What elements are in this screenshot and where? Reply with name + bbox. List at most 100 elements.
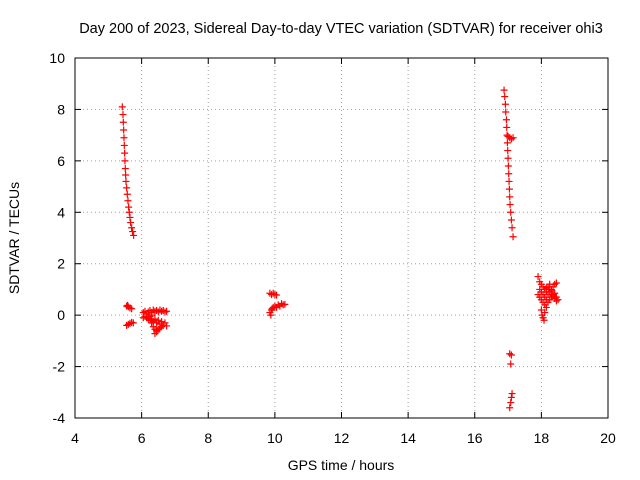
data-point	[505, 170, 513, 178]
data-point	[124, 303, 132, 311]
data-point	[509, 134, 517, 142]
data-point	[547, 287, 555, 295]
data-series-sdtvar	[118, 86, 562, 412]
data-point	[278, 300, 286, 308]
data-point	[554, 296, 562, 304]
x-axis-tick-labels: 4 6 8 10 12 14 16 18 20	[71, 430, 616, 446]
data-point	[268, 305, 276, 313]
data-point	[161, 319, 169, 327]
data-point	[552, 279, 560, 287]
y-tick-label: 8	[57, 101, 65, 117]
data-point	[281, 300, 289, 308]
data-point	[163, 307, 171, 315]
y-axis-label: SDTVAR / TECUs	[6, 182, 22, 294]
data-point	[122, 171, 130, 179]
data-point	[507, 360, 515, 368]
data-point	[504, 147, 512, 155]
data-point	[507, 399, 515, 407]
data-point	[546, 280, 554, 288]
data-point	[129, 319, 137, 327]
data-point	[121, 157, 129, 165]
data-point	[139, 314, 147, 322]
data-point	[540, 316, 548, 324]
data-point	[507, 216, 515, 224]
data-point	[505, 185, 513, 193]
data-point	[508, 224, 516, 232]
data-point	[507, 393, 515, 401]
data-point	[120, 126, 128, 134]
data-point	[542, 303, 550, 311]
data-point	[156, 324, 164, 332]
data-point	[125, 203, 133, 211]
data-point	[151, 307, 159, 315]
data-point	[123, 190, 131, 198]
data-point	[273, 291, 281, 299]
data-point	[159, 307, 167, 315]
data-point	[128, 224, 136, 232]
data-point	[163, 322, 171, 330]
data-point	[130, 231, 138, 239]
data-point	[267, 311, 275, 319]
data-point	[534, 273, 542, 281]
data-point	[123, 184, 131, 192]
data-point	[121, 165, 129, 173]
data-point	[506, 350, 514, 358]
data-point	[507, 351, 515, 359]
data-point	[505, 177, 513, 185]
x-tick-label: 16	[467, 430, 483, 446]
grid-lines	[75, 58, 608, 418]
data-point	[129, 228, 137, 236]
data-point	[118, 103, 126, 111]
data-point	[506, 404, 514, 412]
axis-ticks	[74, 57, 609, 419]
data-point	[506, 193, 514, 201]
x-tick-label: 4	[71, 430, 79, 446]
data-point	[506, 201, 514, 209]
data-point	[501, 100, 509, 108]
x-tick-label: 20	[600, 430, 616, 446]
data-point	[161, 308, 169, 316]
x-tick-label: 12	[334, 430, 350, 446]
data-point	[122, 177, 130, 185]
y-tick-label: 10	[49, 50, 65, 66]
x-tick-label: 14	[400, 430, 416, 446]
data-point	[542, 284, 550, 292]
data-point	[121, 149, 129, 157]
data-point	[501, 93, 509, 101]
data-point	[269, 289, 277, 297]
data-point	[120, 141, 128, 149]
x-tick-label: 10	[267, 430, 283, 446]
data-point	[154, 316, 162, 324]
data-point	[504, 162, 512, 170]
data-point	[502, 108, 510, 116]
data-point	[507, 208, 515, 216]
data-point	[503, 139, 511, 147]
x-tick-label: 18	[534, 430, 550, 446]
data-point	[128, 305, 136, 313]
x-axis-label: GPS time / hours	[288, 457, 395, 473]
y-tick-label: 0	[57, 307, 65, 323]
data-point	[124, 197, 132, 205]
data-point	[500, 86, 508, 94]
data-point	[126, 213, 134, 221]
data-point	[503, 123, 511, 131]
data-point	[502, 116, 510, 124]
data-point	[148, 319, 156, 327]
y-axis-tick-labels: -4 -2 0 2 4 6 8 10	[49, 50, 65, 426]
data-point	[509, 233, 517, 241]
chart-title: Day 200 of 2023, Sidereal Day-to-day VTE…	[79, 21, 603, 37]
y-tick-label: 2	[57, 256, 65, 272]
y-tick-label: 6	[57, 153, 65, 169]
x-tick-label: 8	[204, 430, 212, 446]
data-point	[148, 311, 156, 319]
x-tick-label: 6	[138, 430, 146, 446]
data-point	[504, 154, 512, 162]
data-point	[541, 293, 549, 301]
data-point	[124, 301, 132, 309]
data-point	[125, 208, 133, 216]
data-point	[119, 118, 127, 126]
data-point	[151, 315, 159, 323]
data-point	[120, 134, 128, 142]
data-point	[541, 309, 549, 317]
